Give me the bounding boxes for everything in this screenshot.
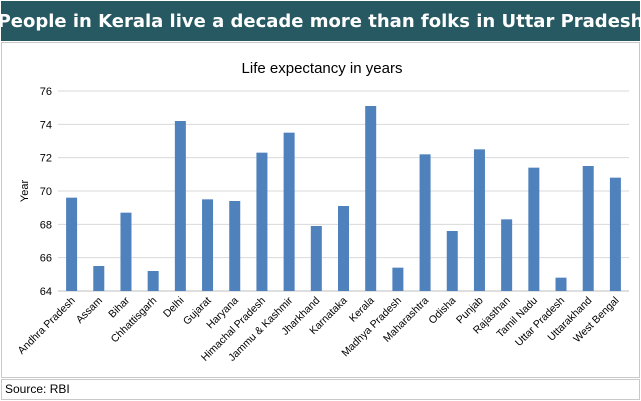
bar: Jammu & Kashmir: 73.5	[283, 132, 295, 291]
chart-title: Life expectancy in years	[242, 60, 403, 77]
bar: Maharashtra: 72.2	[419, 154, 431, 291]
bar: Andhra Pradesh: 69.6	[66, 197, 78, 291]
source-text: Source: RBI	[5, 382, 70, 396]
bars: Andhra Pradesh: 69.6 Assam: 65.5 Bihar: 68…	[66, 106, 621, 291]
headline-text: People in Kerala live a decade more than…	[0, 10, 641, 32]
headline-banner: People in Kerala live a decade more than…	[0, 1, 641, 41]
bar: Gujarat: 69.5	[202, 199, 214, 291]
y-axis-label: Year	[19, 180, 31, 203]
x-tick-label: Assam	[74, 294, 105, 325]
bar: Rajasthan: 68.3	[501, 219, 513, 291]
bar: Madhya Pradesh: 65.4	[392, 267, 404, 291]
y-tick-label: 72	[40, 153, 52, 165]
bar: Delhi: 74.2	[174, 121, 186, 291]
y-tick-label: 70	[40, 186, 52, 198]
bar: Tamil Nadu: 71.4	[528, 167, 540, 291]
bar: Kerala: 75.1	[365, 106, 377, 291]
x-tick-label: Odisha	[426, 295, 458, 327]
bar: Punjab: 72.5	[473, 149, 485, 291]
bar: Bihar: 68.7	[120, 212, 132, 291]
source-footer: Source: RBI	[1, 379, 640, 400]
bar: Himachal Pradesh: 72.3	[256, 152, 268, 291]
y-tick-label: 76	[40, 86, 52, 98]
y-tick-label: 64	[40, 286, 52, 298]
bar: Uttarakhand: 71.5	[582, 166, 594, 291]
bar: West Bengal: 70.8	[609, 177, 621, 291]
y-tick-label: 74	[40, 119, 52, 131]
bar: Haryana: 69.4	[229, 201, 241, 291]
y-axis-ticks: 64 66 68 70 72 74 76	[40, 86, 52, 298]
bar: Karnataka: 69.1	[338, 206, 349, 291]
x-tick-label: Andhra Pradesh	[16, 295, 78, 357]
bar: Assam: 65.5	[93, 266, 105, 291]
bar-chart: Life expectancy in years Year Andhra Pra…	[16, 60, 629, 364]
chart-panel: Life expectancy in years Year Andhra Pra…	[1, 42, 640, 378]
y-tick-label: 68	[40, 219, 52, 231]
bar: Odisha: 67.6	[446, 231, 458, 291]
bar: Jharkhand: 67.9	[310, 226, 322, 291]
bar: Uttar Pradesh: 64.8	[555, 277, 567, 291]
y-tick-label: 66	[40, 253, 52, 265]
bar: Chhattisgarh: 65.2	[147, 271, 159, 291]
